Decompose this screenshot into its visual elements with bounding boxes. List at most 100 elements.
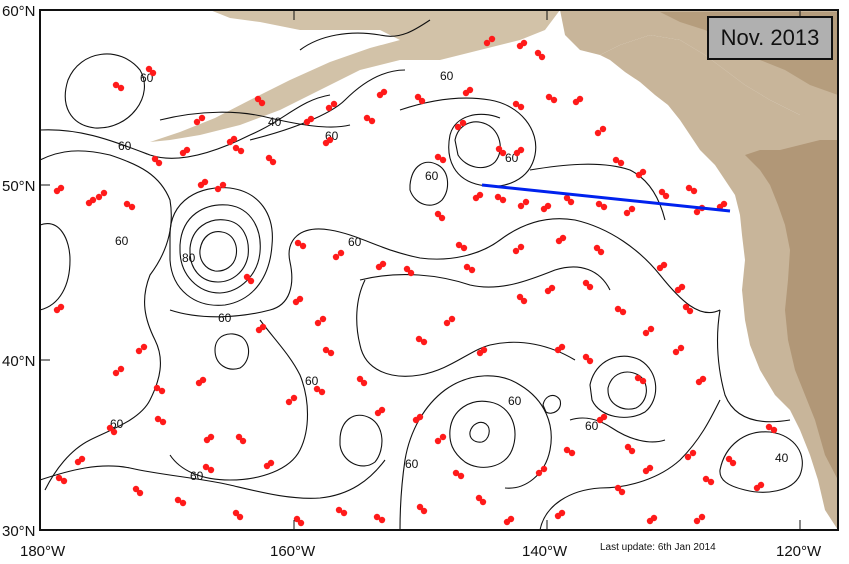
- profile-point: [686, 307, 694, 315]
- section-line: [481, 183, 731, 213]
- profile-point: [403, 265, 411, 273]
- profile-point: [265, 154, 273, 162]
- profile-point: [455, 241, 463, 249]
- contour-line: [64, 53, 145, 129]
- profile-point: [243, 273, 251, 281]
- profile-point: [639, 377, 647, 385]
- profile-point: [656, 264, 664, 272]
- profile-point: [293, 515, 301, 523]
- profile-point: [322, 139, 330, 147]
- profile-point: [582, 353, 590, 361]
- profile-point: [112, 369, 120, 377]
- profile-point: [407, 269, 415, 277]
- profile-point: [232, 509, 240, 517]
- contour-line: [529, 163, 666, 221]
- lon-tick-label: 120°W: [776, 543, 822, 560]
- profile-point: [475, 494, 483, 502]
- profile-point: [434, 153, 442, 161]
- profile-point: [472, 194, 480, 202]
- profile-point: [563, 194, 571, 202]
- profile-point: [596, 416, 604, 424]
- contour-label: 40: [268, 115, 282, 129]
- profile-point: [55, 474, 63, 482]
- profile-point: [74, 458, 82, 466]
- contour-line: [539, 399, 721, 531]
- profile-point: [483, 39, 491, 47]
- profile-point: [463, 263, 471, 271]
- profile-point: [434, 437, 442, 445]
- profile-point: [356, 375, 364, 383]
- profile-point: [690, 187, 698, 195]
- contour-label: 60: [218, 311, 232, 325]
- contour-label: 60: [425, 169, 439, 183]
- contour-label: 40: [775, 451, 789, 465]
- profile-point: [235, 433, 243, 441]
- contour-line: [399, 375, 552, 531]
- profile-point: [479, 498, 487, 506]
- profile-point: [154, 415, 162, 423]
- contour-line: [299, 19, 431, 51]
- profile-point: [330, 100, 338, 108]
- profile-point: [313, 385, 321, 393]
- profile-point: [226, 138, 234, 146]
- profile-point: [628, 447, 636, 455]
- profile-point: [623, 209, 631, 217]
- contour-line: [589, 355, 657, 418]
- lat-tick-label: 60°N: [2, 3, 36, 20]
- contour-line: [569, 417, 666, 443]
- profile-point: [516, 293, 524, 301]
- profile-point: [707, 478, 715, 486]
- profile-point: [599, 125, 607, 133]
- profile-point: [319, 315, 327, 323]
- profile-point: [203, 436, 211, 444]
- profile-point: [540, 205, 548, 213]
- profile-point: [595, 200, 603, 208]
- profile-point: [568, 449, 576, 457]
- profile-point: [438, 214, 446, 222]
- contour-line: [717, 309, 791, 423]
- profile-point: [145, 65, 153, 73]
- profile-point: [682, 303, 690, 311]
- profile-point: [594, 129, 602, 137]
- profile-point: [110, 428, 118, 436]
- profile-point: [459, 119, 467, 127]
- profile-point: [693, 208, 701, 216]
- contour-label: 80: [182, 251, 196, 265]
- profile-point: [140, 343, 148, 351]
- profile-point: [662, 192, 670, 200]
- contour-line: [39, 94, 331, 159]
- profile-point: [258, 99, 266, 107]
- profile-point: [554, 512, 562, 520]
- profile-point: [517, 243, 525, 251]
- profile-point: [597, 248, 605, 256]
- profile-point: [685, 184, 693, 192]
- profile-point: [628, 205, 636, 213]
- profile-point: [634, 374, 642, 382]
- profile-point: [586, 283, 594, 291]
- profile-point: [454, 123, 462, 131]
- contour-line: [409, 161, 449, 206]
- profile-point: [753, 484, 761, 492]
- profile-point: [517, 103, 525, 111]
- profile-point: [516, 42, 524, 50]
- profile-point: [647, 325, 655, 333]
- profile-point: [314, 319, 322, 327]
- contour-label: 60: [585, 419, 599, 433]
- profile-point: [499, 196, 507, 204]
- profile-point: [554, 346, 562, 354]
- profile-point: [698, 513, 706, 521]
- profile-point: [374, 409, 382, 417]
- profile-point: [128, 203, 136, 211]
- profile-point: [693, 517, 701, 525]
- profile-point: [593, 244, 601, 252]
- profile-point: [179, 499, 187, 507]
- profile-point: [462, 89, 470, 97]
- profile-point: [572, 98, 580, 106]
- profile-point: [619, 308, 627, 316]
- profile-point: [555, 237, 563, 245]
- profile-point: [193, 118, 201, 126]
- profile-point: [635, 171, 643, 179]
- profile-point: [53, 187, 61, 195]
- profile-point: [337, 249, 345, 257]
